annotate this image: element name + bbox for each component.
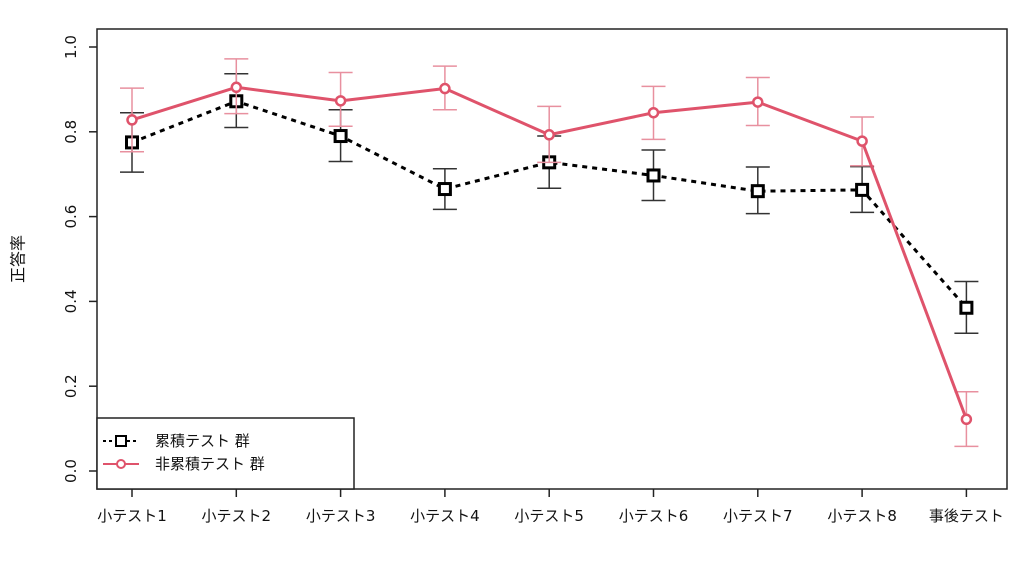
y-axis-title: 正答率	[9, 235, 28, 283]
x-tick-label: 小テスト7	[723, 507, 793, 525]
x-tick-label: 小テスト2	[202, 507, 272, 525]
y-tick-label: 0.8	[62, 120, 80, 144]
x-tick-label: 小テスト4	[410, 507, 480, 525]
data-point	[334, 95, 347, 107]
data-point	[439, 82, 451, 95]
data-point	[437, 182, 452, 197]
data-point	[126, 114, 138, 126]
y-tick-label: 0.0	[62, 459, 80, 483]
y-tick-label: 0.6	[62, 205, 80, 229]
data-point	[855, 182, 870, 197]
data-point	[750, 184, 765, 199]
legend-square-marker	[115, 435, 127, 447]
data-point	[959, 300, 974, 315]
x-tick-label: 小テスト3	[306, 507, 376, 525]
series-1	[120, 58, 979, 448]
data-point	[543, 129, 555, 141]
data-point	[960, 413, 973, 426]
data-point	[333, 129, 348, 144]
y-tick-label: 0.4	[62, 289, 80, 313]
x-tick-label: 事後テスト	[929, 507, 1004, 525]
data-point	[646, 168, 661, 183]
data-point	[230, 81, 243, 94]
legend-label: 非累積テスト 群	[155, 455, 265, 473]
legend-circle-marker	[116, 459, 126, 469]
x-tick-label: 小テスト8	[827, 507, 897, 525]
data-point	[647, 106, 660, 119]
legend-label: 累積テスト 群	[155, 432, 250, 450]
legend-box	[96, 417, 355, 490]
y-tick-label: 1.0	[62, 35, 80, 59]
x-tick-label: 小テスト5	[514, 507, 584, 525]
data-point	[752, 96, 764, 108]
plot-frame	[96, 28, 1008, 490]
y-tick-label: 0.2	[62, 374, 80, 398]
x-tick-label: 小テスト1	[97, 507, 167, 525]
x-tick-label: 小テスト6	[619, 507, 689, 525]
data-point	[856, 135, 868, 147]
